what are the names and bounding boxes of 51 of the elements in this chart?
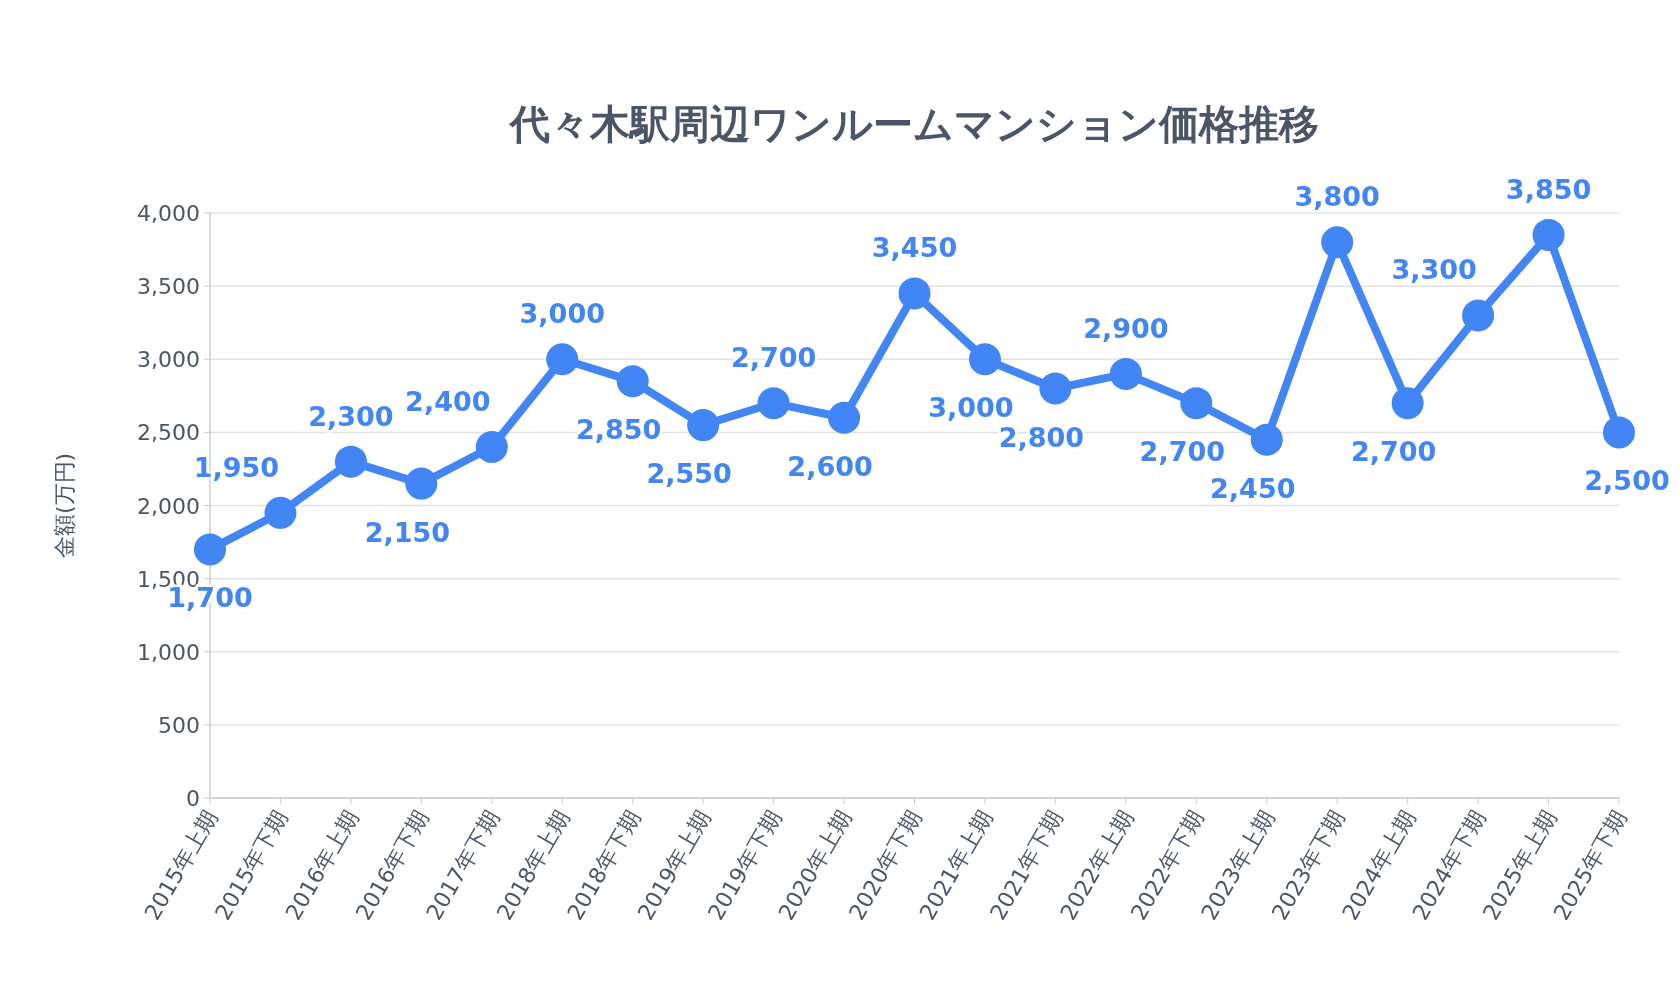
- data-label: 2,450: [1210, 472, 1296, 504]
- point: [546, 343, 579, 376]
- point: [1250, 423, 1283, 456]
- y-tick-label: 1,000: [137, 639, 200, 665]
- data-label: 2,150: [364, 516, 451, 548]
- data-label: 3,450: [871, 232, 958, 264]
- data-label: 2,800: [998, 421, 1085, 453]
- y-tick-label: 500: [158, 712, 200, 738]
- y-tick-label: 4,000: [137, 201, 200, 226]
- y-tick-label: 3,000: [137, 347, 200, 373]
- data-label: 3,800: [1294, 181, 1380, 213]
- point: [1321, 226, 1354, 259]
- data-label: 2,500: [1584, 465, 1670, 497]
- point: [687, 409, 720, 442]
- point: [898, 277, 931, 310]
- y-tick-label: 3,500: [137, 274, 200, 300]
- point: [1039, 372, 1072, 405]
- point: [1109, 357, 1142, 390]
- point: [1532, 218, 1565, 251]
- data-label: 2,300: [308, 400, 394, 432]
- point: [1603, 416, 1635, 449]
- point: [194, 533, 226, 566]
- point: [334, 445, 367, 478]
- data-label: 3,000: [519, 298, 605, 330]
- point: [475, 431, 508, 463]
- y-tick-label: 2,000: [137, 493, 200, 519]
- data-label: 2,600: [787, 450, 873, 482]
- data-label: 2,700: [1139, 436, 1225, 468]
- point: [968, 343, 1001, 376]
- point: [1462, 299, 1495, 332]
- point: [616, 365, 649, 398]
- data-label: 2,550: [646, 458, 732, 490]
- point: [1391, 387, 1424, 420]
- chart-title: 代々木駅周辺ワンルームマンション価格推移: [508, 101, 1319, 147]
- data-label: 2,400: [405, 386, 491, 417]
- point: [1180, 387, 1213, 420]
- data-label: 2,900: [1083, 312, 1169, 344]
- point: [264, 496, 297, 529]
- y-axis-title: 金額(万円): [52, 452, 77, 559]
- data-label: 2,700: [1350, 436, 1437, 468]
- data-label: 1,950: [193, 451, 280, 483]
- point: [828, 401, 861, 434]
- point: [405, 467, 438, 500]
- point: [757, 387, 790, 420]
- y-tick-label: 2,500: [137, 420, 200, 446]
- data-label: 3,000: [928, 392, 1014, 424]
- data-label: 3,850: [1505, 173, 1592, 205]
- data-label: 2,700: [730, 342, 817, 374]
- data-label: 3,300: [1391, 254, 1477, 286]
- y-tick-label: 0: [186, 786, 200, 811]
- data-label: 2,850: [576, 414, 662, 446]
